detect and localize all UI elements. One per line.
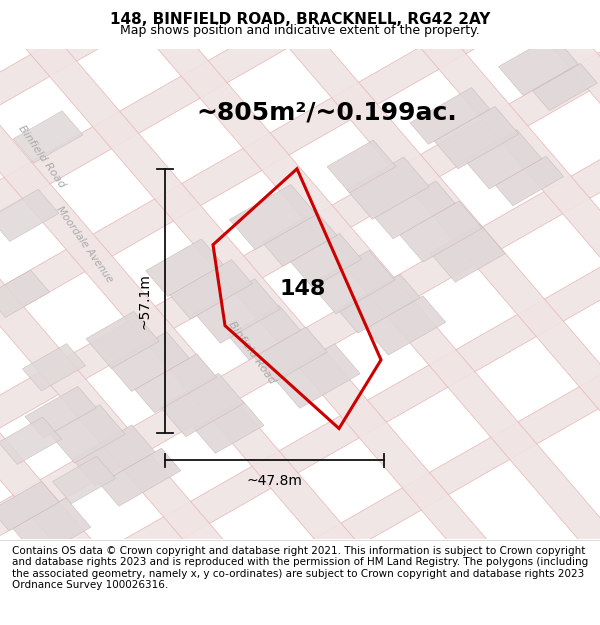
Polygon shape <box>49 404 125 463</box>
Polygon shape <box>134 354 217 412</box>
Polygon shape <box>327 140 396 193</box>
Polygon shape <box>212 0 600 528</box>
Polygon shape <box>0 0 597 377</box>
Polygon shape <box>0 270 50 318</box>
Text: Contains OS data © Crown copyright and database right 2021. This information is : Contains OS data © Crown copyright and d… <box>12 546 588 591</box>
Polygon shape <box>73 425 155 486</box>
Polygon shape <box>464 129 542 189</box>
Text: Map shows position and indicative extent of the property.: Map shows position and indicative extent… <box>120 24 480 36</box>
Polygon shape <box>400 201 482 262</box>
Polygon shape <box>0 0 535 305</box>
Text: Binfield Road: Binfield Road <box>17 123 67 189</box>
Text: ~805m²/~0.199ac.: ~805m²/~0.199ac. <box>197 101 457 124</box>
Text: 148: 148 <box>280 279 326 299</box>
Polygon shape <box>13 498 91 558</box>
Polygon shape <box>533 64 597 111</box>
Polygon shape <box>194 279 281 343</box>
Text: Binfield Road: Binfield Road <box>227 319 277 386</box>
Polygon shape <box>230 184 317 249</box>
Polygon shape <box>410 88 490 144</box>
Polygon shape <box>499 35 578 96</box>
Polygon shape <box>0 66 600 594</box>
Text: ~57.1m: ~57.1m <box>138 273 152 329</box>
Polygon shape <box>262 211 337 266</box>
Polygon shape <box>0 138 600 625</box>
Polygon shape <box>274 344 360 408</box>
Polygon shape <box>0 43 417 625</box>
Polygon shape <box>496 156 563 206</box>
Polygon shape <box>170 259 253 319</box>
Polygon shape <box>160 373 244 437</box>
Polygon shape <box>0 417 62 464</box>
Polygon shape <box>0 0 505 625</box>
Polygon shape <box>374 181 455 239</box>
Polygon shape <box>338 274 420 333</box>
Polygon shape <box>290 234 362 288</box>
Polygon shape <box>301 0 600 478</box>
Polygon shape <box>0 481 59 531</box>
Polygon shape <box>365 296 446 355</box>
Polygon shape <box>86 311 159 369</box>
Polygon shape <box>146 239 223 296</box>
Text: 148, BINFIELD ROAD, BRACKNELL, RG42 2AY: 148, BINFIELD ROAD, BRACKNELL, RG42 2AY <box>110 12 490 27</box>
Polygon shape <box>52 456 116 504</box>
Polygon shape <box>434 106 518 169</box>
Polygon shape <box>347 157 429 219</box>
Polygon shape <box>22 344 86 391</box>
Polygon shape <box>430 224 505 282</box>
Polygon shape <box>0 0 600 522</box>
Polygon shape <box>3 211 600 625</box>
Polygon shape <box>100 448 181 506</box>
Polygon shape <box>0 0 600 449</box>
Polygon shape <box>254 327 328 382</box>
Polygon shape <box>36 0 600 625</box>
Polygon shape <box>124 0 600 578</box>
Polygon shape <box>310 251 395 314</box>
Polygon shape <box>109 332 190 391</box>
Polygon shape <box>193 400 264 453</box>
Text: ~47.8m: ~47.8m <box>247 474 302 488</box>
Polygon shape <box>25 386 97 438</box>
Text: Moordale Avenue: Moordale Avenue <box>54 205 114 285</box>
Polygon shape <box>0 189 59 241</box>
Polygon shape <box>228 306 301 360</box>
Polygon shape <box>0 93 328 625</box>
Polygon shape <box>13 111 83 163</box>
